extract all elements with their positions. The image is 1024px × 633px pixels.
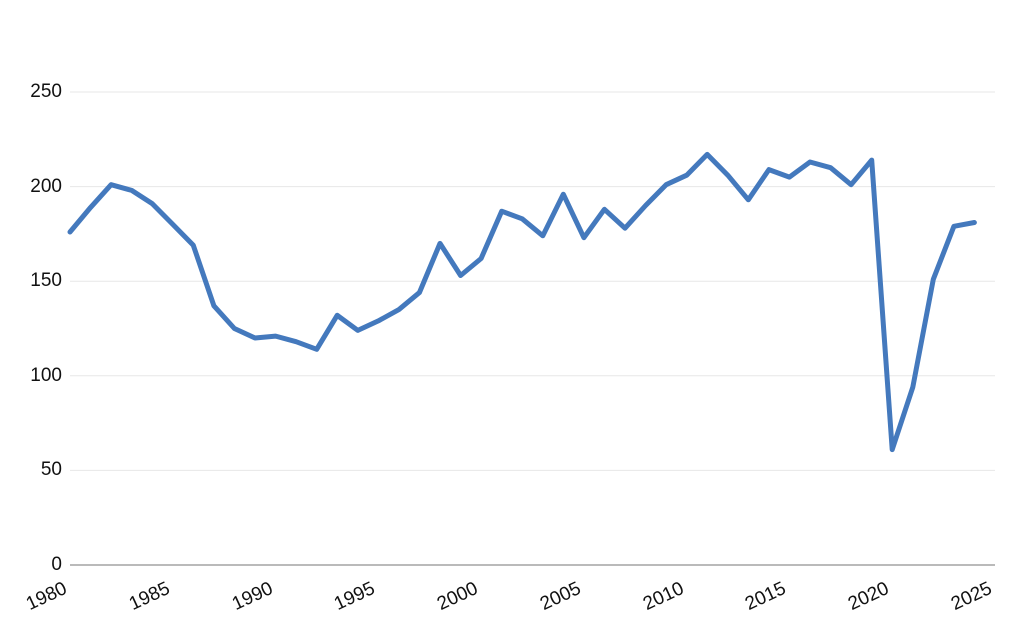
y-tick-label: 100 <box>30 364 62 386</box>
y-tick-label: 150 <box>30 270 62 292</box>
y-tick-label: 50 <box>40 459 62 481</box>
y-tick-label: 200 <box>30 175 62 197</box>
series-line <box>67 151 977 453</box>
y-tick-label: 250 <box>30 81 62 102</box>
y-tick-label: 0 <box>51 554 62 575</box>
